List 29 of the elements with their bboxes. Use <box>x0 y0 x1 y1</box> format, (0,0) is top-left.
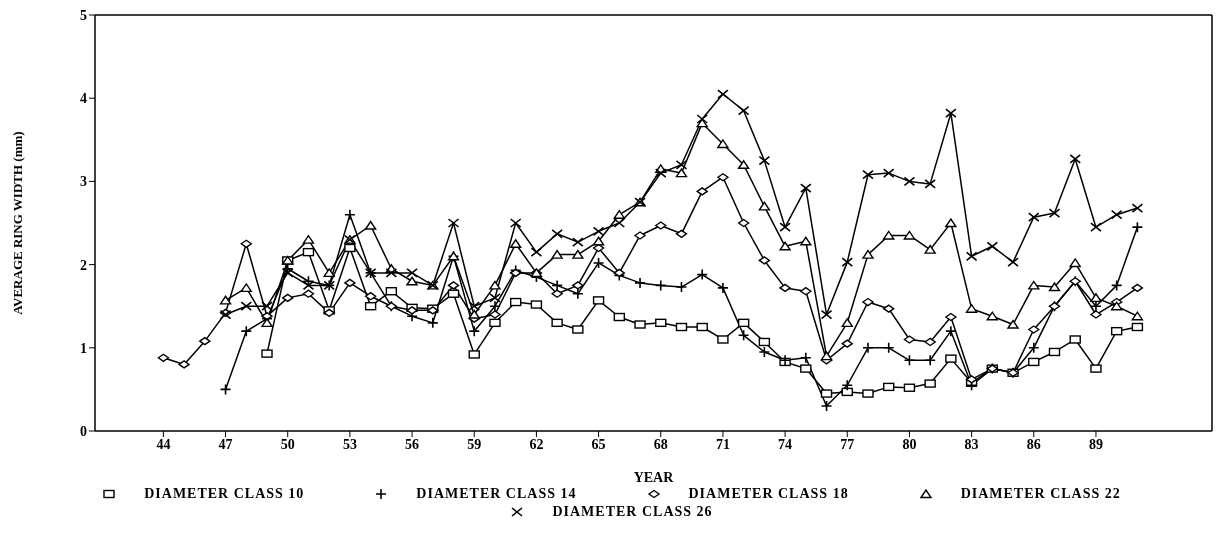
x-tick-label: 59 <box>467 436 482 452</box>
legend-label: DIAMETER CLASS 26 <box>552 504 713 520</box>
legend-label: DIAMETER CLASS 10 <box>144 486 305 502</box>
x-tick-label: 50 <box>280 436 295 452</box>
y-tick-label: 2 <box>80 257 87 273</box>
legend-label: DIAMETER CLASS 18 <box>688 486 849 502</box>
x-tick-label: 44 <box>156 436 171 452</box>
x-tick-label: 89 <box>1088 436 1103 452</box>
x-tick-label: 68 <box>653 436 668 452</box>
x-tick-label: 47 <box>218 436 233 452</box>
legend-label: DIAMETER CLASS 22 <box>960 486 1121 502</box>
x-tick-label: 83 <box>964 436 979 452</box>
x-axis-title: YEAR <box>633 470 675 485</box>
x-tick-label: 62 <box>529 436 544 452</box>
y-axis-title: AVERAGE RING WIDTH (mm) <box>9 131 25 315</box>
y-tick-label: 5 <box>80 7 87 23</box>
x-tick-label: 80 <box>902 436 917 452</box>
y-tick-label: 4 <box>80 91 87 107</box>
x-tick-label: 86 <box>1026 436 1041 452</box>
y-tick-label: 1 <box>80 340 87 356</box>
x-tick-label: 74 <box>778 436 793 452</box>
y-tick-label: 0 <box>80 423 87 439</box>
x-tick-label: 56 <box>405 436 420 452</box>
x-tick-label: 71 <box>715 436 730 452</box>
legend-label: DIAMETER CLASS 14 <box>416 486 577 502</box>
x-tick-label: 65 <box>591 436 606 452</box>
x-tick-label: 77 <box>840 436 855 452</box>
y-tick-label: 3 <box>80 174 87 190</box>
x-tick-label: 53 <box>342 436 357 452</box>
